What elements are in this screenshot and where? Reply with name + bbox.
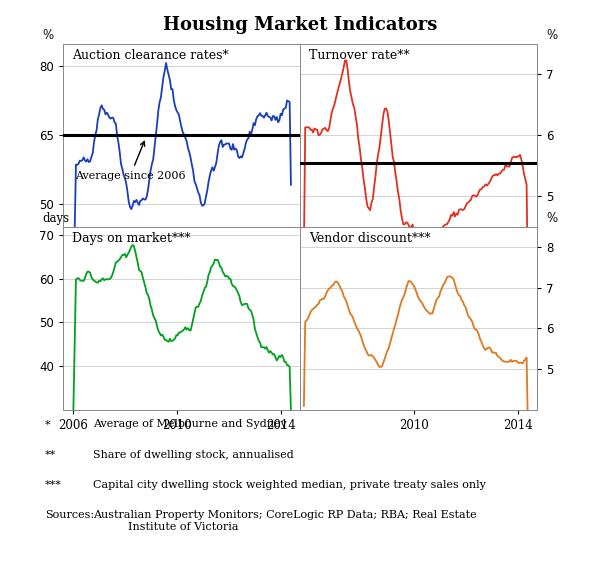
Text: Vendor discount***: Vendor discount*** — [310, 232, 431, 245]
Text: %: % — [546, 211, 557, 225]
Text: Australian Property Monitors; CoreLogic RP Data; RBA; Real Estate
          Inst: Australian Property Monitors; CoreLogic … — [93, 510, 476, 532]
Text: Housing Market Indicators: Housing Market Indicators — [163, 16, 437, 34]
Text: Average since 2006: Average since 2006 — [75, 141, 185, 181]
Text: **: ** — [45, 450, 56, 460]
Text: Sources:: Sources: — [45, 510, 94, 520]
Text: ***: *** — [45, 480, 62, 490]
Text: %: % — [546, 28, 557, 42]
Text: Capital city dwelling stock weighted median, private treaty sales only: Capital city dwelling stock weighted med… — [93, 480, 486, 490]
Text: Turnover rate**: Turnover rate** — [310, 49, 410, 62]
Text: Days on market***: Days on market*** — [73, 232, 191, 245]
Text: Average of Melbourne and Sydney: Average of Melbourne and Sydney — [93, 419, 287, 429]
Text: Auction clearance rates*: Auction clearance rates* — [73, 49, 229, 62]
Text: *: * — [45, 419, 50, 429]
Text: Share of dwelling stock, annualised: Share of dwelling stock, annualised — [93, 450, 294, 460]
Text: days: days — [43, 211, 70, 225]
Text: %: % — [43, 28, 54, 42]
